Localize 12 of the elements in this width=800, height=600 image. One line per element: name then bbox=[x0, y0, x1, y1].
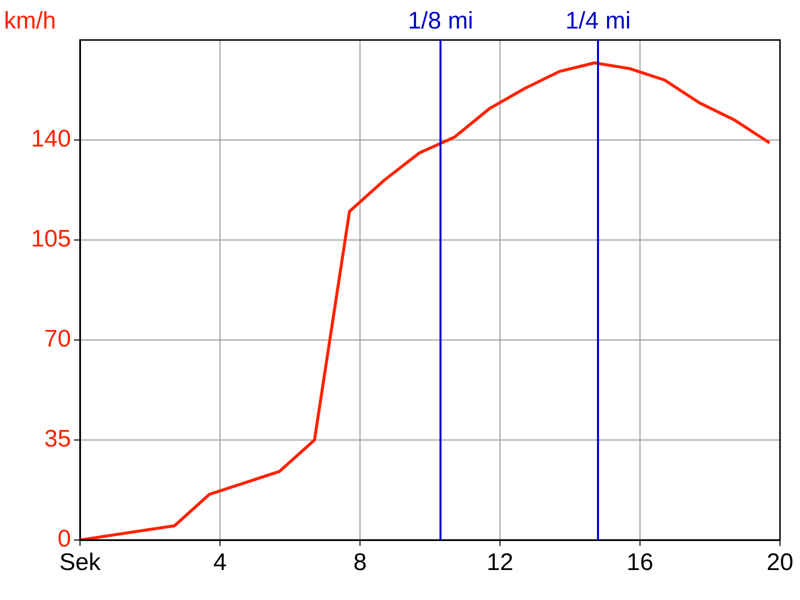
ref-line-label: 1/4 mi bbox=[565, 8, 631, 35]
y-tick-label: 105 bbox=[30, 226, 71, 253]
y-axis-title: km/h bbox=[4, 8, 56, 35]
y-tick-label: 35 bbox=[44, 426, 71, 453]
x-tick-label: 4 bbox=[213, 549, 227, 576]
y-tick-label: 70 bbox=[44, 326, 71, 353]
x-tick-label: 20 bbox=[766, 549, 794, 576]
ref-line-label: 1/8 mi bbox=[408, 8, 474, 35]
x-tick-label: 12 bbox=[486, 549, 514, 576]
y-tick-label: 140 bbox=[30, 126, 71, 153]
x-tick-label: 16 bbox=[626, 549, 654, 576]
x-tick-label: 8 bbox=[353, 549, 367, 576]
